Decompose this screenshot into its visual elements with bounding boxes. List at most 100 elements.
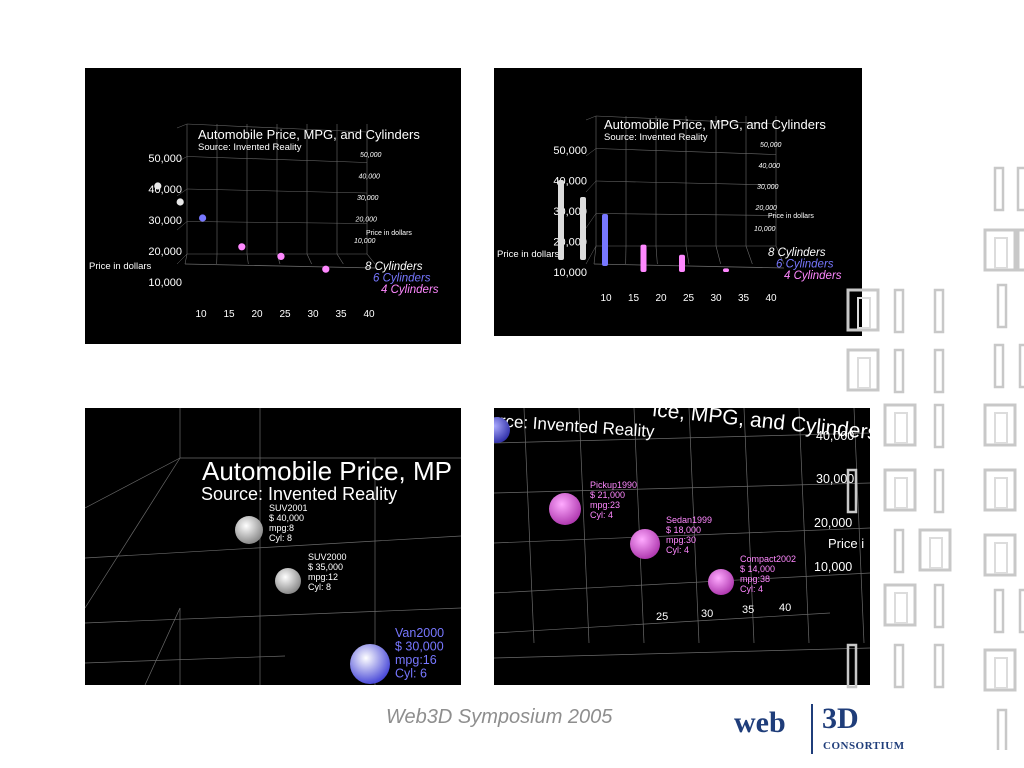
decor-bar-shape (996, 283, 1008, 329)
x-tick-label: 30 (307, 309, 319, 320)
y-tick-label: 20,000 (814, 516, 852, 530)
point-label: SUV2000 (308, 552, 347, 562)
data-point (176, 198, 184, 206)
decor-bar-shape (893, 528, 905, 574)
x-tick-label: 15 (628, 293, 640, 304)
data-point-pickup1990 (549, 493, 581, 525)
data-point (199, 214, 207, 222)
y-axis-label: Price in dollars (497, 249, 560, 260)
x-tick-label: 35 (742, 604, 754, 616)
point-label: Cyl: 4 (740, 584, 763, 594)
decor-bar-shape (933, 403, 945, 449)
data-bar (602, 214, 608, 266)
chart-panel-bars[interactable]: Automobile Price, MPG, and Cylinders Sour… (494, 68, 862, 336)
point-label: $ 18,000 (666, 525, 701, 535)
back-tick-label: 10,000 (354, 238, 376, 245)
point-label: Cyl: 8 (269, 533, 292, 543)
data-point-suv2000 (275, 568, 301, 594)
decor-inner-shape (857, 357, 871, 389)
y-tick-label: 50,000 (148, 153, 182, 165)
legend-8-cylinders: 8 Cylinders (365, 261, 423, 273)
decor-box-shape (983, 228, 1017, 272)
decor-box-shape (883, 583, 917, 627)
x-tick-label: 40 (765, 293, 777, 304)
x-tick-label: 15 (223, 309, 235, 320)
legend-4-cylinders: 4 Cylinders (784, 270, 842, 282)
back-tick-label: 50,000 (360, 152, 382, 159)
y-tick-label: 10,000 (148, 277, 182, 289)
decor-inner-shape (994, 412, 1008, 444)
decor-bar-shape (996, 708, 1008, 750)
decor-bar-shape (846, 643, 858, 689)
back-tick-label: 30,000 (757, 184, 779, 191)
decor-bar-shape (993, 588, 1005, 634)
x-tick-label: 35 (738, 293, 750, 304)
decor-inner-shape (994, 542, 1008, 574)
decor-inner-shape (894, 477, 908, 509)
decor-box-shape (983, 403, 1017, 447)
decor-inner-shape (994, 237, 1008, 269)
decor-box-shape (1016, 228, 1024, 272)
decor-inner-shape (994, 477, 1008, 509)
decor-bar-shape (933, 643, 945, 689)
y-axis-label: Price in dollars (89, 261, 152, 272)
legend-6-cylinders: 6 Cylinders (373, 273, 431, 285)
point-label: Pickup1990 (590, 480, 637, 490)
chart-subtitle: Source: Invented Reality (604, 132, 708, 143)
legend-4-cylinders: 4 Cylinders (381, 284, 439, 296)
chart-panel-scatter[interactable]: Automobile Price, MPG, and Cylinders Sour… (85, 68, 461, 344)
point-label: SUV2001 (269, 503, 308, 513)
data-bar (640, 244, 647, 272)
point-label: $ 35,000 (308, 562, 343, 572)
back-tick-label: 10,000 (754, 226, 776, 233)
decor-inner-shape (994, 657, 1008, 689)
legend-6-cylinders: 6 Cylinders (776, 259, 834, 271)
data-point (238, 243, 246, 251)
decor-bar-shape (933, 348, 945, 394)
decor-bar-shape (993, 166, 1005, 212)
point-label: $ 40,000 (269, 513, 304, 523)
bar-chart-3d: Automobile Price, MPG, and CylindersSour… (497, 115, 842, 304)
chart-subtitle: Source: Invented Reality (201, 484, 397, 504)
x-tick-label: 40 (779, 602, 791, 614)
point-label: $ 14,000 (740, 564, 775, 574)
decor-bar-shape (1016, 166, 1024, 212)
point-label: mpg:8 (269, 523, 294, 533)
decor-box-shape (846, 348, 880, 392)
logo-divider (811, 704, 813, 754)
point-label: mpg:23 (590, 500, 620, 510)
decor-inner-shape (894, 412, 908, 444)
decor-bar-shape (933, 468, 945, 514)
decor-bar-shape (1018, 588, 1024, 634)
back-tick-label: 40,000 (359, 174, 381, 181)
footer-title: Web3D Symposium 2005 (386, 706, 613, 728)
decor-inner-shape (894, 592, 908, 624)
legend-8-cylinders: 8 Cylinders (768, 247, 826, 259)
chart-panel-zoom-left[interactable]: Automobile Price, MP Source: Invented Rea… (85, 408, 461, 685)
decor-box-shape (918, 528, 952, 572)
scatter-chart-3d: Automobile Price, MPG, and CylindersSour… (89, 123, 439, 320)
data-point-sedan1999 (630, 529, 660, 559)
decor-box-shape (983, 533, 1017, 577)
chart-title: Automobile Price, MPG, and Cylinders (604, 117, 826, 132)
back-axis-label: Price in dollars (366, 230, 412, 237)
data-point-van2000 (350, 644, 390, 684)
y-axis-label: Price i (828, 536, 864, 551)
point-label: mpg:12 (308, 572, 338, 582)
chart-panel-zoom-right[interactable]: urce: Invented Reality ice, MPG, and Cyli… (494, 408, 870, 685)
x-tick-label: 10 (600, 293, 612, 304)
x-tick-label: 20 (251, 309, 263, 320)
point-label: Cyl: 4 (590, 510, 613, 520)
logo-web-text: web (734, 706, 786, 739)
point-label: Compact2002 (740, 554, 796, 564)
decor-box-shape (983, 648, 1017, 692)
back-tick-label: 20,000 (355, 217, 378, 224)
y-tick-label: 30,000 (816, 472, 854, 486)
logo-consortium-text: CONSORTIUM (823, 740, 905, 752)
x-tick-label: 25 (656, 611, 668, 623)
decor-box-shape (883, 403, 917, 447)
x-tick-label: 40 (363, 309, 375, 320)
y-tick-label: 50,000 (553, 145, 587, 157)
back-tick-label: 20,000 (755, 205, 778, 212)
